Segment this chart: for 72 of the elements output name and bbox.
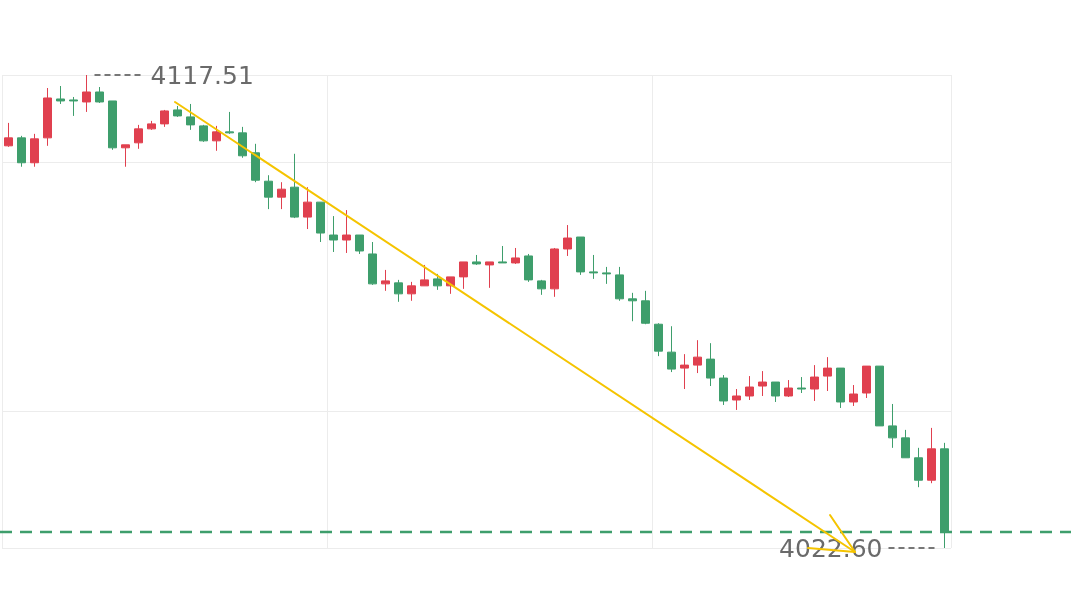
candlestick (602, 266, 611, 285)
candlestick (706, 342, 715, 387)
candlestick (394, 279, 403, 303)
candlestick (95, 86, 104, 104)
candlestick (212, 125, 221, 152)
candlestick (589, 254, 598, 280)
candlestick (381, 269, 390, 292)
candlestick (199, 124, 208, 143)
candlestick (186, 103, 195, 131)
candlestick (30, 133, 39, 168)
candlestick (407, 281, 416, 302)
candlestick (628, 292, 637, 322)
annotation: 4022.60 (779, 533, 883, 563)
candlestick (82, 74, 91, 113)
candlestick (459, 261, 468, 290)
candlestick (277, 181, 286, 210)
candlestick (134, 124, 143, 150)
candlestick (420, 264, 429, 287)
candlestick (303, 186, 312, 230)
candlestick (667, 325, 676, 373)
candlestick (771, 381, 780, 403)
candlestick (563, 224, 572, 257)
candlestick (108, 100, 117, 151)
annotation: 4117.51 (150, 60, 254, 90)
candlestick (693, 339, 702, 374)
candlestick (316, 201, 325, 243)
candlestick (914, 447, 923, 488)
candlestick (615, 266, 624, 302)
candlestick (225, 111, 234, 135)
candlestick (680, 353, 689, 390)
candlestick (550, 247, 559, 298)
candlestick (368, 241, 377, 286)
candlestick (641, 290, 650, 325)
candlestick (745, 375, 754, 401)
candlestick (290, 153, 299, 219)
candlestick (173, 105, 182, 118)
candlestick (56, 85, 65, 105)
candlestick (810, 364, 819, 402)
candlestick (849, 384, 858, 407)
candlestick (147, 120, 156, 131)
candlestick (862, 365, 871, 399)
candlestick (576, 236, 585, 276)
candlestick (719, 374, 728, 406)
candlestick (264, 174, 273, 210)
candlestick (342, 209, 351, 254)
candlestick (875, 365, 884, 427)
candlestick (498, 245, 507, 264)
candlestick (758, 370, 767, 397)
candlestick (927, 427, 936, 484)
candlestick (654, 322, 663, 357)
candlestick (329, 215, 338, 253)
candlestick (43, 87, 52, 147)
candlestick (4, 122, 13, 148)
candlestick (732, 388, 741, 411)
candlestick (160, 109, 169, 128)
candlestick (69, 96, 78, 117)
candlestick (823, 356, 832, 392)
candlestick (472, 254, 481, 266)
candlestick (511, 247, 520, 265)
candlestick (17, 135, 26, 168)
candlestick (524, 253, 533, 283)
candlestick (121, 144, 130, 168)
candlestick (355, 234, 364, 255)
candlestick (836, 367, 845, 409)
candlestick (784, 379, 793, 398)
candlestick (537, 279, 546, 296)
candlestick (797, 376, 806, 394)
candlestick (251, 143, 260, 183)
candlestick (433, 273, 442, 291)
candlestick (901, 429, 910, 459)
candlestick (485, 261, 494, 289)
candlestick (888, 403, 897, 449)
